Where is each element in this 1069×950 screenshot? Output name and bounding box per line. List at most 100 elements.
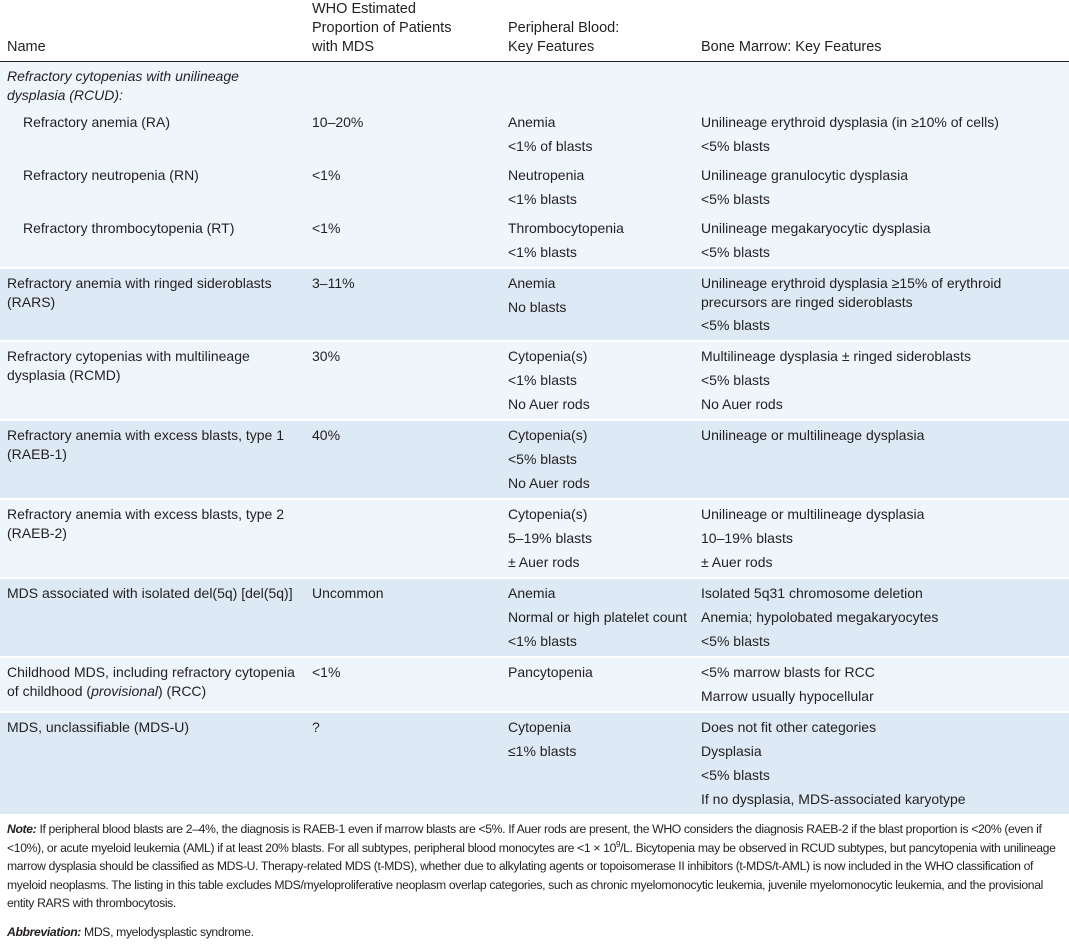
row-who: 40% [305,419,501,499]
row-name: Refractory anemia with excess blasts, ty… [0,498,305,578]
row-name-text: Refractory anemia with excess blasts, ty… [7,427,285,462]
row-peripheral-blood: Pancytopenia [501,656,694,712]
table-row: MDS associated with isolated del(5q) [de… [0,577,1069,657]
row-bone-marrow: Unilineage or multilineage dysplasia [694,419,1069,499]
row-who: <1% [305,656,501,712]
table-row: MDS, unclassifiable (MDS-U)? Cytopenia ≤1%… [0,711,1069,814]
bm-feature: Unilineage granulocytic dysplasia [701,167,909,183]
row-peripheral-blood: Cytopenia(s) <5% blasts No Auer rods [501,419,694,499]
table-row-group-title: Refractory cytopenias with unilineage dy… [0,61,1069,108]
abbreviation-label: Abbreviation: [7,924,81,939]
row-peripheral-blood: Anemia No blasts [501,267,694,341]
row-peripheral-blood: Anemia Normal or high platelet count <1% b… [501,577,694,657]
row-bone-marrow: Isolated 5q31 chromosome deletion Anemia;… [694,577,1069,657]
row-name: Refractory anemia (RA) [0,108,305,161]
table-body: Refractory cytopenias with unilineage dy… [0,61,1069,814]
pb-feature: Normal or high platelet count [508,609,687,625]
pb-feature: Anemia [508,585,556,601]
pb-feature: Cytopenia(s) [508,506,588,522]
row-name-text: Refractory anemia with ringed sideroblas… [7,275,272,310]
table-row: Refractory anemia with excess blasts, ty… [0,419,1069,499]
pb-feature: Cytopenia(s) [508,427,588,443]
row-peripheral-blood: Thrombocytopenia <1% blasts [501,214,694,268]
row-who-text [312,505,494,529]
row-who-text: <1% [312,167,341,183]
row-name-part: ) (RCC) [158,682,207,699]
header-name: Name [0,0,305,62]
row-bone-marrow: Does not fit other categories Dysplasia <5… [694,711,1069,814]
bm-feature: Unilineage erythroid dysplasia (in ≥10% … [701,114,999,130]
header-who-line: Proportion of Patients [312,20,452,36]
row-bone-marrow: Unilineage or multilineage dysplasia 10–1… [694,498,1069,578]
note-superscript: 9 [616,839,621,849]
bm-feature: Anemia; hypolobated megakaryocytes [701,609,939,625]
bm-feature: <5% blasts [701,633,770,649]
bm-feature: If no dysplasia, MDS-associated karyotyp… [701,791,966,807]
row-name: Refractory anemia with excess blasts, ty… [0,419,305,499]
header-peripheral-blood: Peripheral Blood: Key Features [501,0,694,62]
pb-feature: <1% of blasts [508,138,593,154]
row-name: Refractory anemia with ringed sideroblas… [0,267,305,341]
bm-feature: Multilineage dysplasia ± ringed siderobl… [701,348,971,364]
row-peripheral-blood: Cytopenia(s) <1% blasts No Auer rods [501,340,694,420]
pb-feature: <5% blasts [508,451,577,467]
bm-feature: <5% blasts [701,317,770,333]
pb-feature: Anemia [508,114,556,130]
bm-feature: Unilineage erythroid dysplasia ≥15% of e… [701,275,1002,310]
pb-feature: No blasts [508,299,567,315]
pb-feature: Pancytopenia [508,664,593,680]
pb-feature: No Auer rods [508,475,590,491]
row-bone-marrow: Unilineage erythroid dysplasia ≥15% of e… [694,267,1069,341]
header-who-line: with MDS [312,39,375,55]
pb-feature: ≤1% blasts [508,743,577,759]
row-peripheral-blood: Anemia <1% of blasts [501,108,694,161]
pb-feature: <1% blasts [508,244,577,260]
note-label: Note: [7,822,37,836]
row-who-text: Uncommon [312,585,384,601]
bm-feature: ± Auer rods [701,554,773,570]
table-row: Refractory cytopenias with multilineage … [0,340,1069,420]
table-row: Refractory neutropenia (RN) <1% Neutropeni… [0,161,1069,214]
row-name: Refractory cytopenias with multilineage … [0,340,305,420]
pb-feature: <1% blasts [508,633,577,649]
row-name: Refractory thrombocytopenia (RT) [0,214,305,268]
row-name-text: MDS, unclassifiable (MDS-U) [7,719,190,735]
row-name: MDS associated with isolated del(5q) [de… [0,577,305,657]
row-name-part: provisional [91,682,158,699]
row-bone-marrow: Unilineage granulocytic dysplasia <5% bla… [694,161,1069,214]
bm-feature: Unilineage or multilineage dysplasia [701,506,925,522]
row-who-text: <1% [312,664,341,680]
header-pb-line: Key Features [508,39,595,55]
bm-feature: No Auer rods [701,396,783,412]
table-header: Name WHO Estimated Proportion of Patients… [0,0,1069,62]
row-name-text: Refractory anemia (RA) [23,114,171,130]
row-name-text: Refractory thrombocytopenia (RT) [23,220,235,236]
table-row: Refractory anemia with excess blasts, ty… [0,498,1069,578]
row-bone-marrow: Unilineage erythroid dysplasia (in ≥10% … [694,108,1069,161]
row-who [305,498,501,578]
row-who-text: 40% [312,427,341,443]
group-title-cell: Refractory cytopenias with unilineage dy… [0,61,1069,108]
bm-feature: <5% blasts [701,191,770,207]
bm-feature: <5% blasts [701,372,770,388]
bm-feature: Unilineage or multilineage dysplasia [701,427,925,443]
table-note: Note: If peripheral blood blasts are 2–4… [7,820,1062,913]
bm-feature: Unilineage megakaryocytic dysplasia [701,220,931,236]
bm-feature: <5% blasts [701,767,770,783]
row-name-text: Refractory anemia with excess blasts, ty… [7,506,285,541]
row-name-text: Refractory cytopenias with multilineage … [7,348,250,383]
abbreviation-text: MDS, myelodysplastic syndrome. [81,924,254,939]
row-who-text: ? [312,719,320,735]
bm-feature: <5% marrow blasts for RCC [701,664,875,680]
header-bone-marrow: Bone Marrow: Key Features [694,0,1069,62]
bm-feature: Does not fit other categories [701,719,877,735]
header-who-line: WHO Estimated [312,1,416,17]
row-name-part: Childhood MDS, including refractory cyto… [7,664,295,699]
pb-feature: <1% blasts [508,191,577,207]
row-peripheral-blood: Neutropenia <1% blasts [501,161,694,214]
pb-feature: Anemia [508,275,556,291]
bm-feature: Marrow usually hypocellular [701,688,874,704]
row-who: <1% [305,161,501,214]
pb-feature: 5–19% blasts [508,530,593,546]
table-row: Refractory anemia with ringed sideroblas… [0,267,1069,341]
